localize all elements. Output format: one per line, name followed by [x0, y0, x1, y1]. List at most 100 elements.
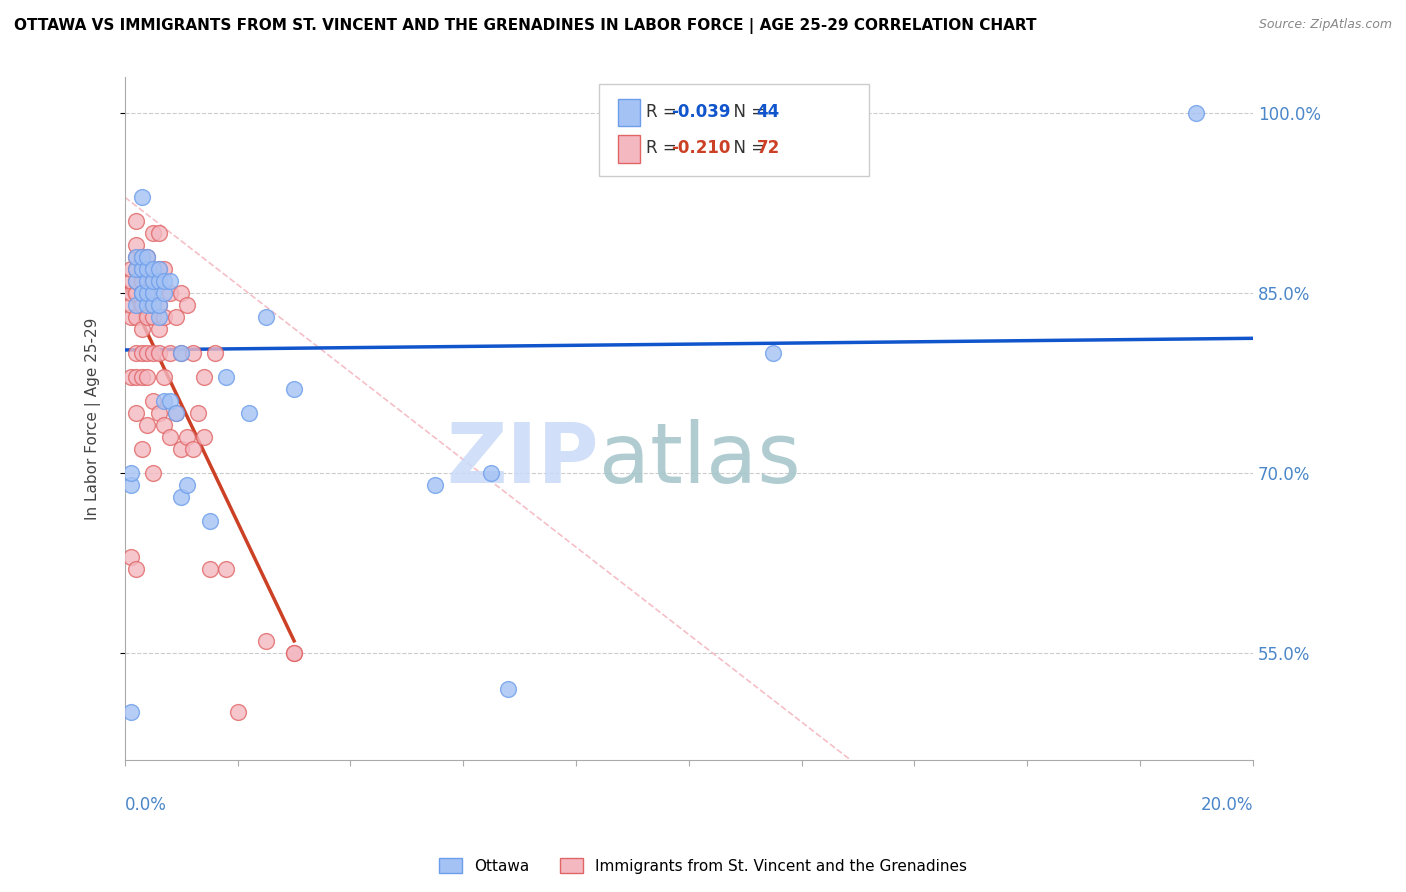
Point	[131, 286, 153, 301]
Point	[181, 442, 204, 456]
Point	[131, 274, 153, 288]
Point	[125, 346, 148, 360]
Point	[142, 274, 165, 288]
Point	[165, 310, 187, 324]
Point	[170, 286, 193, 301]
Point	[120, 706, 142, 720]
Point	[136, 262, 159, 277]
Point	[125, 310, 148, 324]
Point	[120, 274, 142, 288]
Point	[142, 262, 165, 277]
Point	[120, 298, 142, 312]
Point	[142, 298, 165, 312]
Point	[142, 298, 165, 312]
Point	[142, 346, 165, 360]
Text: 0.0%: 0.0%	[125, 797, 167, 814]
Point	[142, 393, 165, 408]
Point	[131, 322, 153, 336]
Point	[125, 286, 148, 301]
Point	[153, 262, 176, 277]
Point	[125, 274, 148, 288]
FancyBboxPatch shape	[617, 136, 640, 163]
FancyBboxPatch shape	[599, 84, 869, 177]
Text: R =: R =	[645, 139, 682, 158]
Text: 72: 72	[756, 139, 780, 158]
Point	[283, 646, 305, 660]
Point	[283, 382, 305, 396]
Point	[142, 274, 165, 288]
Point	[136, 346, 159, 360]
Point	[481, 466, 503, 480]
Point	[153, 417, 176, 432]
Point	[120, 478, 142, 492]
Point	[131, 190, 153, 204]
Point	[193, 430, 215, 444]
Point	[148, 406, 170, 420]
Point	[136, 250, 159, 264]
Point	[131, 262, 153, 277]
Point	[423, 478, 446, 492]
Point	[136, 286, 159, 301]
Point	[159, 346, 181, 360]
Point	[120, 466, 142, 480]
Point	[142, 286, 165, 301]
Point	[148, 262, 170, 277]
Point	[120, 262, 142, 277]
Point	[193, 370, 215, 384]
Point	[125, 562, 148, 576]
Point	[125, 250, 148, 264]
Point	[181, 346, 204, 360]
Point	[148, 322, 170, 336]
Point	[125, 406, 148, 420]
Point	[136, 298, 159, 312]
Point	[165, 406, 187, 420]
Point	[153, 286, 176, 301]
Point	[136, 370, 159, 384]
Point	[198, 514, 221, 528]
Text: 44: 44	[756, 103, 780, 120]
Point	[131, 442, 153, 456]
Point	[1185, 106, 1208, 120]
Point	[131, 298, 153, 312]
Point	[148, 310, 170, 324]
Point	[148, 262, 170, 277]
Text: -0.210: -0.210	[671, 139, 730, 158]
Point	[131, 370, 153, 384]
Point	[125, 298, 148, 312]
Point	[165, 406, 187, 420]
Y-axis label: In Labor Force | Age 25-29: In Labor Force | Age 25-29	[86, 318, 101, 520]
Point	[136, 417, 159, 432]
Point	[176, 298, 198, 312]
Point	[187, 406, 209, 420]
Point	[125, 238, 148, 252]
Point	[120, 370, 142, 384]
Point	[762, 346, 785, 360]
Point	[148, 346, 170, 360]
Point	[136, 250, 159, 264]
Point	[254, 633, 277, 648]
Text: -0.039: -0.039	[671, 103, 730, 120]
Point	[176, 478, 198, 492]
Point	[498, 681, 520, 696]
Point	[159, 286, 181, 301]
Point	[204, 346, 226, 360]
Point	[170, 490, 193, 504]
Point	[215, 562, 238, 576]
Point	[142, 310, 165, 324]
Point	[254, 310, 277, 324]
Point	[136, 310, 159, 324]
Point	[159, 430, 181, 444]
Point	[131, 250, 153, 264]
Text: ZIP: ZIP	[446, 419, 599, 500]
Point	[148, 226, 170, 240]
Point	[131, 262, 153, 277]
FancyBboxPatch shape	[617, 99, 640, 126]
Point	[125, 274, 148, 288]
Point	[238, 406, 260, 420]
Point	[125, 370, 148, 384]
Point	[125, 214, 148, 228]
Point	[283, 646, 305, 660]
Point	[226, 706, 249, 720]
Point	[153, 393, 176, 408]
Text: OTTAWA VS IMMIGRANTS FROM ST. VINCENT AND THE GRENADINES IN LABOR FORCE | AGE 25: OTTAWA VS IMMIGRANTS FROM ST. VINCENT AN…	[14, 18, 1036, 34]
